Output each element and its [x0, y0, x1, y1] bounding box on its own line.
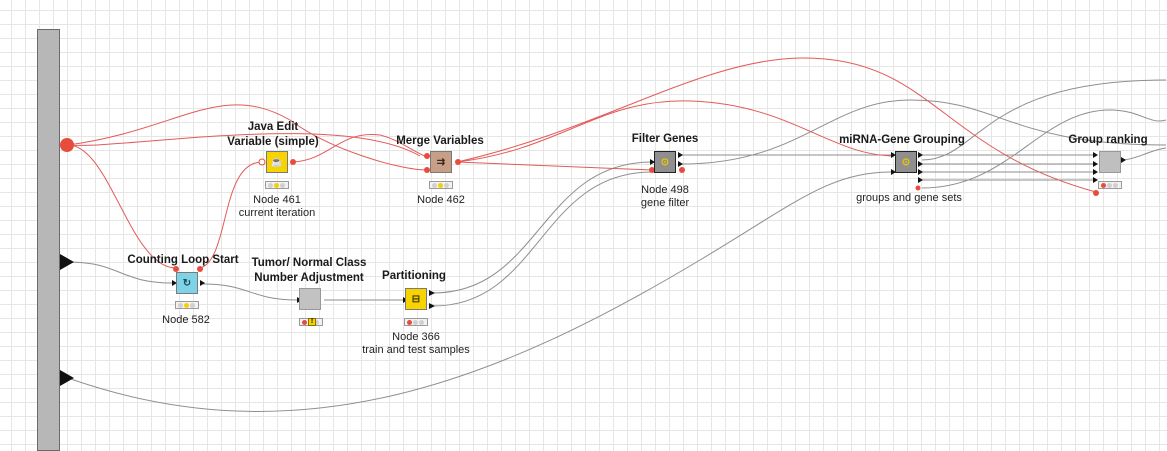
- connection-wire: [432, 171, 653, 307]
- node-title-merge-variables[interactable]: Merge Variables: [396, 135, 484, 147]
- connection-wire: [432, 161, 653, 294]
- partitioning-icon[interactable]: ⊟: [405, 288, 427, 310]
- node-title-filter-genes[interactable]: Filter Genes: [631, 133, 699, 145]
- connection-wire: [67, 261, 173, 284]
- warning-icon: !: [308, 318, 316, 326]
- java-snippet-icon[interactable]: ☕: [266, 151, 288, 173]
- node-title-counting-loop-start[interactable]: Counting Loop Start: [127, 254, 239, 266]
- node-title-java-edit-variable[interactable]: Java Edit Variable (simple): [227, 121, 319, 148]
- connection-wire: [67, 171, 894, 412]
- variable-wire: [199, 161, 263, 269]
- variable-wire: [456, 57, 1097, 193]
- connection-wire: [681, 99, 1167, 165]
- node-label-counting-loop-start[interactable]: Node 582: [162, 314, 210, 326]
- workflow-input-bar[interactable]: [37, 29, 60, 451]
- metanode-icon[interactable]: ⊙: [654, 151, 676, 173]
- workflow-input-port: [60, 370, 74, 386]
- loop-start-icon[interactable]: ↻: [176, 272, 198, 294]
- node-label-mirna-gene-grouping[interactable]: groups and gene sets: [856, 192, 962, 204]
- node-label-merge-variables[interactable]: Node 462: [417, 194, 465, 206]
- merge-variables-icon[interactable]: ⇉: [430, 151, 452, 173]
- metanode-icon[interactable]: [1099, 151, 1121, 173]
- node-label-partitioning[interactable]: Node 366 train and test samples: [362, 331, 470, 356]
- node-status-lights: [429, 181, 453, 189]
- variable-wire: [67, 104, 428, 171]
- node-status-lights: [1098, 181, 1122, 189]
- node-title-mirna-gene-grouping[interactable]: miRNA-Gene Grouping: [839, 134, 965, 146]
- variable-wire: [456, 100, 894, 163]
- variable-wire: [67, 133, 421, 157]
- node-status-lights: [265, 181, 289, 189]
- variable-wire: [292, 133, 428, 163]
- node-status-lights: [404, 318, 428, 326]
- node-title-group-ranking[interactable]: Group ranking: [1068, 134, 1148, 146]
- connection-wire: [1123, 147, 1167, 161]
- node-label-java-edit-variable[interactable]: Node 461 current iteration: [238, 194, 316, 219]
- metanode-icon[interactable]: ⊙: [895, 151, 917, 173]
- flow-variable-output-port: [60, 138, 74, 152]
- variable-wire: [67, 144, 177, 269]
- metanode-icon[interactable]: [299, 288, 321, 310]
- workflow-input-port: [60, 254, 74, 270]
- node-status-lights: [175, 301, 199, 309]
- variable-wire: [456, 161, 653, 171]
- node-label-filter-genes[interactable]: Node 498 gene filter: [640, 184, 690, 209]
- connection-wire: [921, 79, 1167, 161]
- node-title-tumor-normal-adjustment[interactable]: Tumor/ Normal Class Number Adjustment: [251, 257, 367, 284]
- node-title-partitioning[interactable]: Partitioning: [382, 270, 446, 282]
- connection-wire: [202, 283, 299, 301]
- connection-wire: [921, 109, 1167, 189]
